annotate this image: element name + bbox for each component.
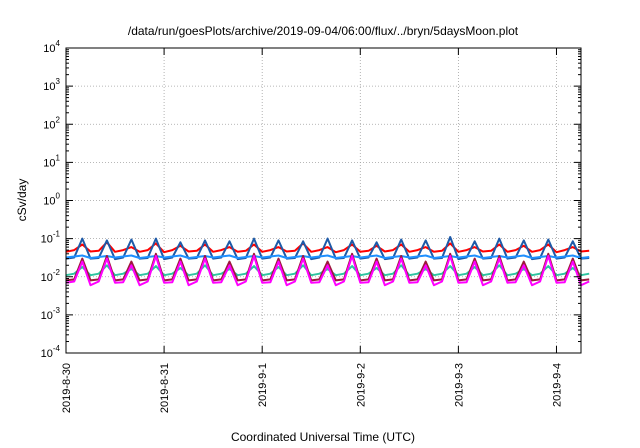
x-tick-label: 2019-9-3 — [453, 363, 465, 407]
y-tick-label: 10-2 — [41, 268, 61, 284]
y-tick-label: 102 — [43, 115, 60, 131]
y-axis-label: cSv/day — [15, 179, 29, 222]
x-tick-label: 2019-9-2 — [355, 363, 367, 407]
axis-ticks — [65, 47, 581, 354]
x-tick-labels: 2019-8-30 2019-8-31 2019-9-1 2019-9-2 2019-9… — [61, 363, 563, 413]
x-tick-label: 2019-8-31 — [159, 363, 171, 413]
y-tick-label: 100 — [43, 192, 60, 208]
y-tick-label: 10-4 — [41, 344, 61, 360]
series-line-3 — [65, 254, 590, 259]
y-tick-label: 101 — [43, 153, 60, 169]
x-tick-label: 2019-9-4 — [551, 363, 563, 407]
y-tick-label: 10-1 — [41, 230, 61, 246]
series-line-6 — [65, 255, 590, 287]
y-tick-label: 103 — [43, 77, 60, 93]
x-axis-label: Coordinated Universal Time (UTC) — [231, 430, 415, 444]
x-tick-label: 2019-9-1 — [257, 363, 269, 407]
x-tick-label: 2019-8-30 — [61, 363, 73, 413]
y-tick-label: 104 — [43, 39, 60, 55]
chart-title: /data/run/goesPlots/archive/2019-09-04/0… — [128, 24, 519, 38]
y-tick-labels: 10-4 10-3 10-2 10-1 100 101 102 103 104 — [41, 39, 61, 360]
grid-lines — [66, 48, 581, 353]
y-tick-label: 10-3 — [41, 306, 61, 322]
series-line-2 — [65, 236, 590, 261]
data-series-group — [65, 236, 590, 287]
